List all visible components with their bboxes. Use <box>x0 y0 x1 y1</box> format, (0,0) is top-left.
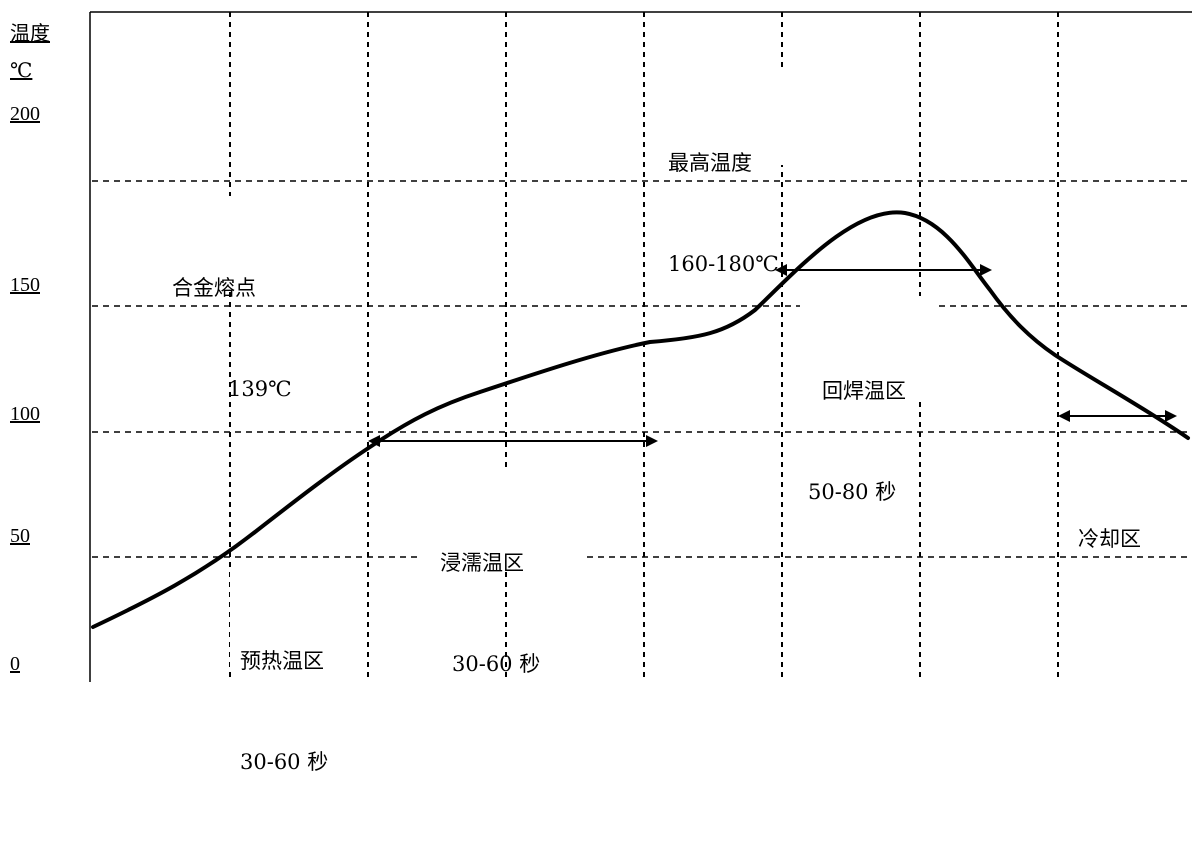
preheat-zone-label: 预热温区 30-60 秒 <box>240 578 328 847</box>
alloy-melting-point-label: 合金熔点 139℃ <box>172 205 292 474</box>
melt-label-bg <box>162 196 302 291</box>
cooling-zone-title: 冷却区 <box>1078 527 1141 552</box>
reflow-label-bg <box>800 296 935 401</box>
y-tick-label-0: 0 <box>10 653 20 675</box>
peak-label-bg <box>658 70 798 165</box>
horizontal-gridlines <box>92 180 1192 558</box>
range-arrows <box>368 264 1177 447</box>
soak-zone-label: 浸濡温区 30-60 秒 <box>440 480 540 749</box>
preheat-label-bg <box>230 570 366 670</box>
y-tick-label-50: 50 <box>10 525 30 547</box>
y-tick-label-150: 150 <box>10 274 40 296</box>
preheat-zone-duration: 30-60 秒 <box>240 749 329 774</box>
melting-point-value: 139℃ <box>228 376 292 401</box>
peak-temperature-title: 最高温度 <box>668 151 752 176</box>
melting-point-title: 合金熔点 <box>172 276 256 301</box>
y-axis-unit: ℃ <box>10 60 33 82</box>
peak-temperature-range: 160-180℃ <box>668 251 779 276</box>
y-axis-title: 温度 <box>10 23 50 45</box>
y-tick-label-100: 100 <box>10 403 40 425</box>
preheat-zone-title: 预热温区 <box>240 649 324 674</box>
reflow-zone-label: 回焊温区 50-80 秒 <box>808 308 906 577</box>
reflow-zone-title: 回焊温区 <box>822 379 906 404</box>
frame <box>89 11 1192 682</box>
peak-temperature-label: 最高温度 160-180℃ <box>668 80 779 349</box>
label-backgrounds <box>162 70 1180 670</box>
soak-zone-title: 浸濡温区 <box>440 551 524 576</box>
soak-label-bg <box>420 470 585 570</box>
vertical-gridlines <box>229 12 1059 682</box>
reflow-zone-duration: 50-80 秒 <box>808 479 897 504</box>
cooling-zone-label: 冷却区 <box>1078 456 1141 624</box>
soak-zone-duration: 30-60 秒 <box>452 651 541 676</box>
y-tick-label-200: 200 <box>10 103 40 125</box>
cool-label-bg <box>1070 448 1180 500</box>
temperature-profile-curve <box>91 210 1190 629</box>
diagram-canvas <box>89 11 1192 682</box>
reflow-profile-diagram: 温度 ℃ 200 150 100 50 0 最高温度 160-180℃ 合金熔点… <box>10 11 1192 774</box>
